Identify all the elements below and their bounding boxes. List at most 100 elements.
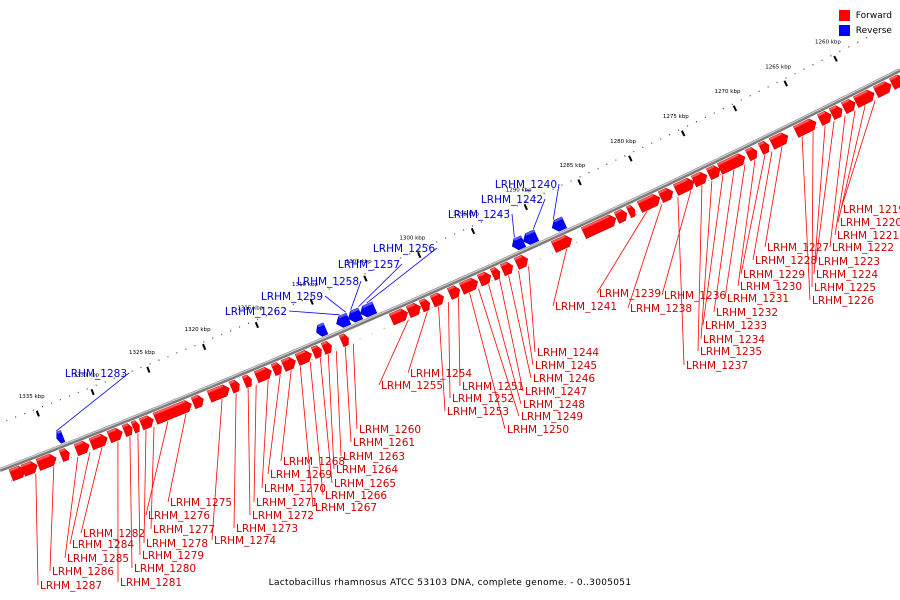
gene-label: LRHM_1250: [507, 424, 569, 436]
tick-label: 1335 kbp: [19, 394, 45, 400]
forward-gene: [458, 277, 479, 295]
leader-line: [700, 180, 713, 340]
forward-gene: [253, 366, 272, 384]
backbone-line: [0, 68, 900, 472]
forward-gene: [206, 384, 230, 403]
legend: Forward Reverse: [838, 8, 892, 38]
gene-label: LRHM_1235: [700, 346, 762, 358]
tick-label: 1285 kbp: [559, 163, 585, 169]
gene-label: LRHM_1264: [336, 464, 398, 476]
forward-gene: [280, 356, 296, 372]
gene-label: LRHM_1268: [283, 456, 345, 468]
leader-line: [801, 136, 811, 301]
forward-gene: [550, 235, 573, 253]
tick-mark: [309, 298, 314, 305]
reverse-gene: [56, 430, 66, 444]
gene-label: LRHM_1221: [837, 230, 899, 242]
forward-gene: [446, 285, 461, 300]
gene-label: LRHM_1229: [743, 269, 805, 281]
tick-label: 1270 kbp: [715, 89, 741, 95]
tick-mark: [523, 203, 528, 211]
gene-label: LRHM_1246: [533, 373, 595, 385]
leader-line: [211, 398, 223, 541]
gene-label: LRHM_1256: [373, 243, 435, 255]
leader-line: [478, 288, 520, 417]
gene-label: LRHM_1274: [214, 535, 276, 547]
reverse-gene: [336, 312, 352, 328]
leader-line: [280, 370, 292, 462]
leader-line: [233, 393, 237, 529]
gene-labels: LRHM_1240 LRHM_1242 LRHM_1243 LRHM_1256 LRHM…: [40, 179, 900, 592]
gene-label: LRHM_1224: [816, 269, 878, 281]
tick-label: 1315 kbp: [237, 305, 263, 311]
tick-label: 1325 kbp: [129, 350, 155, 356]
gene-label: LRHM_1222: [832, 242, 894, 254]
leader-line: [288, 310, 340, 316]
leader-line: [837, 105, 866, 223]
gene-label: LRHM_1239: [599, 288, 661, 300]
tick-mark: [417, 251, 422, 259]
leader-line: [344, 347, 352, 443]
gene-label: LRHM_1273: [236, 523, 298, 535]
gene-label: LRHM_1276: [148, 510, 210, 522]
forward-gene: [405, 302, 421, 318]
tick-mark: [470, 227, 476, 235]
forward-gene: [320, 340, 332, 355]
gene-label: LRHM_1238: [630, 303, 692, 315]
tick-label: 1295 kbp: [453, 211, 479, 217]
forward-gene: [294, 350, 312, 366]
gene-label: LRHM_1275: [170, 497, 232, 509]
reverse-gene: [348, 307, 364, 323]
gene-label: LRHM_1248: [523, 399, 585, 411]
leader-line: [713, 169, 735, 313]
gene-label: LRHM_1266: [325, 490, 387, 502]
leader-line: [764, 146, 783, 248]
leader-line: [724, 164, 746, 299]
forward-gene: [690, 171, 708, 188]
forward-gene: [138, 415, 154, 431]
leader-line: [352, 343, 358, 430]
leader-line: [528, 266, 536, 353]
forward-gene: [190, 394, 204, 410]
forward-gene: [73, 440, 90, 457]
leader-line: [438, 306, 446, 412]
forward-gene: [338, 333, 349, 348]
leader-line: [150, 426, 155, 530]
gene-label: LRHM_1232: [716, 307, 778, 319]
legend-label-reverse: Reverse: [855, 25, 892, 36]
gene-label: LRHM_1241: [555, 301, 617, 313]
genome-backbone: [0, 68, 900, 472]
forward-gene: [270, 362, 282, 377]
gene-label: LRHM_1271: [256, 497, 318, 509]
gene-label: LRHM_1253: [447, 406, 509, 418]
forward-gene: [513, 254, 529, 270]
forward-gene: [58, 448, 70, 462]
forward-gene: [429, 292, 444, 308]
gene-label: LRHM_1242: [481, 194, 543, 206]
leader-line: [64, 456, 79, 559]
leader-line: [677, 196, 685, 366]
tick-mark: [90, 388, 95, 396]
leader-line: [49, 466, 55, 572]
leader-line: [518, 270, 534, 366]
legend-item-reverse: Reverse: [838, 23, 892, 38]
leader-line: [129, 436, 133, 569]
leader-line: [702, 175, 724, 326]
leader-line: [145, 421, 169, 516]
tick-label: 1305 kbp: [346, 259, 372, 265]
leader-line: [137, 433, 141, 556]
gene-label: LRHM_1234: [703, 334, 765, 346]
tick-mark: [202, 343, 207, 351]
tick-mark: [732, 105, 738, 112]
leader-line: [350, 280, 362, 311]
tick-label: 1265 kbp: [765, 64, 791, 70]
reverse-gene: [316, 322, 329, 337]
gene-label: LRHM_1262: [225, 306, 287, 318]
tick-mark: [628, 155, 633, 162]
gene-label: LRHM_1227: [767, 242, 829, 254]
leader-line: [552, 183, 560, 220]
forward-gene: [625, 204, 636, 219]
leader-line: [335, 350, 342, 457]
leader-line: [511, 213, 515, 238]
